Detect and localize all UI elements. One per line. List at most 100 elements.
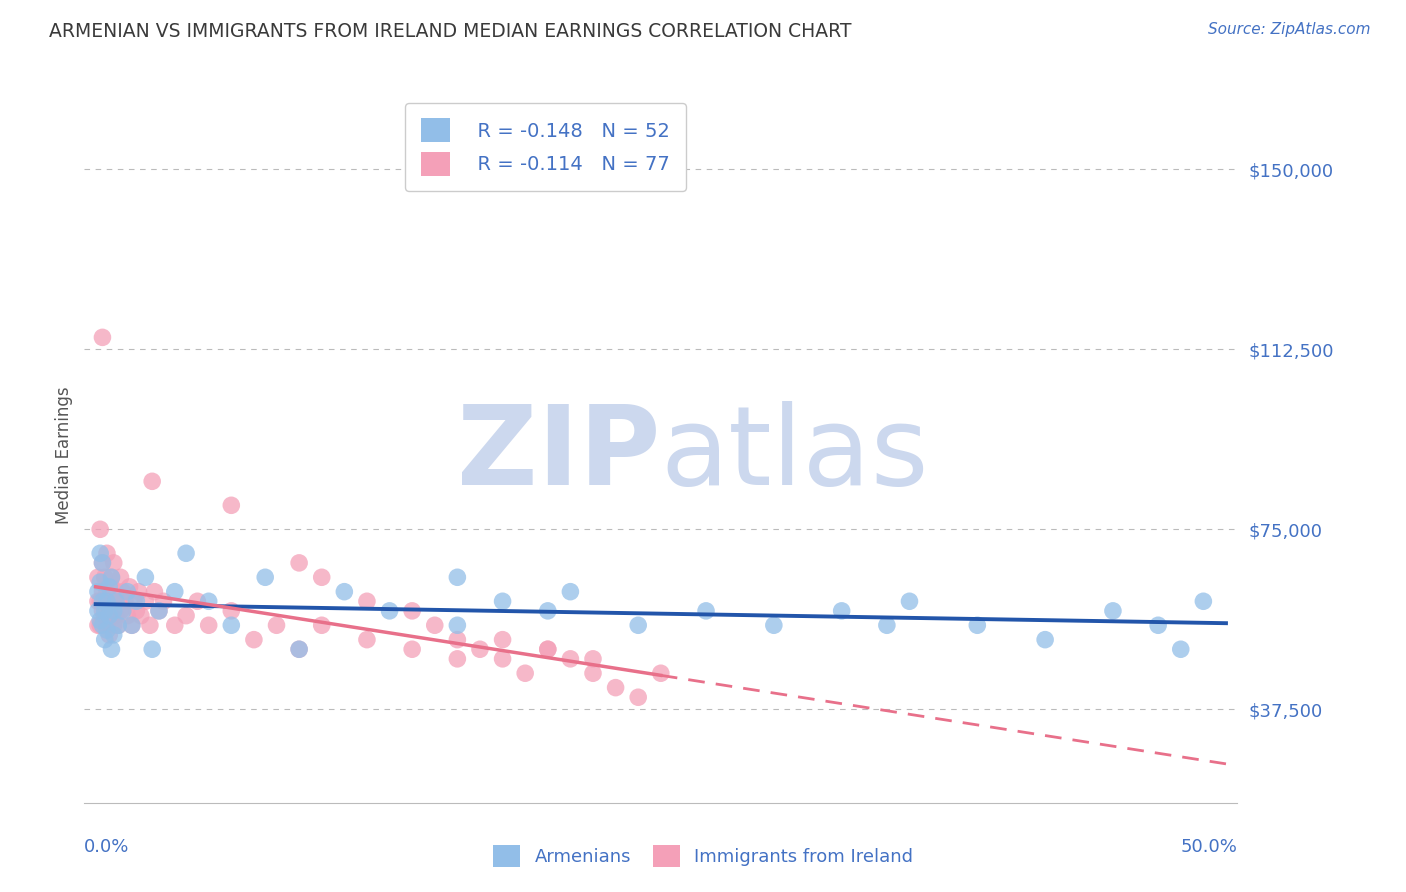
Point [105,594,128,608]
Legend: Armenians, Immigrants from Ireland: Armenians, Immigrants from Ireland [485,838,921,874]
Point [100,570,122,584]
Point [107,594,129,608]
Point [1192,594,1215,608]
Point [627,690,650,705]
Point [148,604,170,618]
Point [560,652,582,666]
Point [103,604,125,618]
Point [91,556,114,570]
Point [186,594,208,608]
Point [96,623,118,637]
Point [103,628,125,642]
Point [100,608,122,623]
Point [91,604,114,618]
Point [288,556,311,570]
Point [117,584,139,599]
Point [582,666,605,681]
Point [197,594,219,608]
Point [446,618,468,632]
Point [105,584,128,599]
Point [117,608,139,623]
Point [537,642,560,657]
Point [1170,642,1192,657]
Point [107,618,129,632]
Point [103,618,125,632]
Point [96,618,118,632]
Point [91,618,114,632]
Point [121,618,143,632]
Point [129,608,152,623]
Point [605,681,627,695]
Point [87,594,110,608]
Point [491,632,513,647]
Point [128,584,150,599]
Point [356,594,378,608]
Point [91,556,114,570]
Point [898,594,921,608]
Point [107,618,129,632]
Point [762,618,785,632]
Point [89,546,111,560]
Point [114,594,136,608]
Text: Source: ZipAtlas.com: Source: ZipAtlas.com [1208,22,1371,37]
Point [174,546,197,560]
Point [121,618,143,632]
Point [468,642,491,657]
Point [627,618,650,632]
Point [98,628,121,642]
Point [89,614,111,628]
Y-axis label: Median Earnings: Median Earnings [55,386,73,524]
Point [288,642,311,657]
Point [537,642,560,657]
Point [446,632,468,647]
Point [491,652,513,666]
Point [831,604,853,618]
Point [96,546,118,560]
Point [254,570,277,584]
Point [139,618,162,632]
Point [401,642,423,657]
Point [100,580,122,594]
Point [100,570,122,584]
Point [98,604,121,618]
Point [134,570,156,584]
Text: 0.0%: 0.0% [84,838,129,855]
Point [311,618,333,632]
Text: atlas: atlas [661,401,929,508]
Point [537,604,560,618]
Point [491,594,513,608]
Point [221,618,243,632]
Point [266,618,288,632]
Point [93,594,115,608]
Point [125,594,148,608]
Point [582,652,605,666]
Point [423,618,446,632]
Point [93,604,115,618]
Point [93,608,115,623]
Point [103,556,125,570]
Point [695,604,717,618]
Legend:   R = -0.148   N = 52,   R = -0.114   N = 77: R = -0.148 N = 52, R = -0.114 N = 77 [405,103,686,191]
Point [356,632,378,647]
Point [378,604,401,618]
Point [91,330,114,344]
Point [143,584,166,599]
Point [89,522,111,536]
Point [515,666,537,681]
Point [134,594,156,608]
Point [100,642,122,657]
Point [221,498,243,512]
Point [87,584,110,599]
Point [966,618,988,632]
Text: ARMENIAN VS IMMIGRANTS FROM IRELAND MEDIAN EARNINGS CORRELATION CHART: ARMENIAN VS IMMIGRANTS FROM IRELAND MEDI… [49,22,852,41]
Point [87,570,110,584]
Point [111,604,134,618]
Point [89,575,111,590]
Text: 50.0%: 50.0% [1181,838,1237,855]
Point [96,594,118,608]
Point [1033,632,1056,647]
Point [93,570,115,584]
Point [333,584,356,599]
Point [103,594,125,608]
Point [401,604,423,618]
